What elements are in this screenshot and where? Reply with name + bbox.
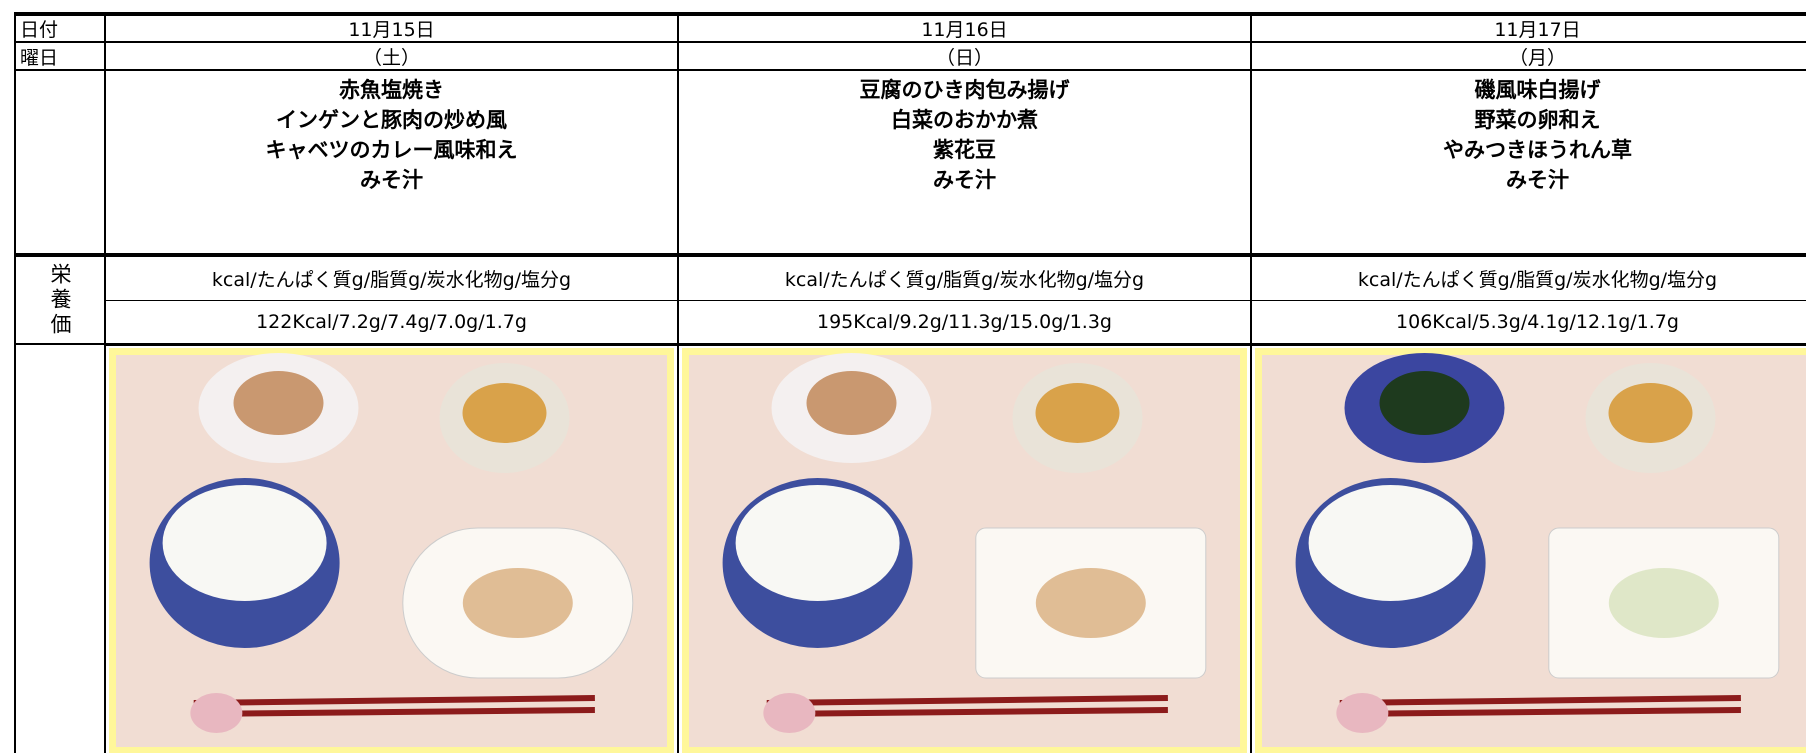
menu-item: インゲンと豚肉の炒め風 [276,108,507,132]
side-food [806,371,897,435]
photo-cell [677,343,1250,753]
nutrition-values: 122Kcal/7.2g/7.4g/7.0g/1.7g [104,300,677,343]
date: 11月17日 [1250,12,1806,41]
label-nutrition: 栄養価 [14,253,104,343]
rice [735,485,900,601]
main-food [1608,568,1719,638]
chopstick-rest [763,693,816,733]
chopstick-rest [190,693,243,733]
menu-item: 白菜のおかか煮 [891,108,1038,132]
chopsticks [1339,707,1741,717]
date: 11月15日 [104,12,677,41]
label-weekday: 曜日 [14,41,104,69]
menu-item: みそ汁 [360,168,423,192]
label-menu [14,69,104,253]
rice [162,485,327,601]
chopstick-rest [1336,693,1389,733]
rice [1308,485,1473,601]
photo-cell [104,343,677,753]
main-food [1035,568,1146,638]
menu-item: 豆腐のひき肉包み揚げ [859,78,1070,102]
weekday: （月） [1250,41,1806,69]
menu-item: 磯風味白揚げ [1474,78,1601,102]
small-food [1608,383,1693,443]
chopsticks [193,695,595,706]
menu: 磯風味白揚げ 野菜の卵和えやみつきほうれん草 みそ汁 [1250,69,1806,253]
date: 11月16日 [677,12,1250,41]
menu: 赤魚塩焼きインゲンと豚肉の炒め風 キャベツのカレー風味和え みそ汁 [104,69,677,253]
label-date: 日付 [14,12,104,41]
chopsticks [766,695,1168,706]
menu-item: 野菜の卵和え [1474,108,1601,132]
chopsticks [193,707,595,717]
nutrition-header: kcal/たんぱく質g/脂質g/炭水化物g/塩分g [104,253,677,300]
small-food [1035,383,1120,443]
meal-photo [1255,348,1806,753]
menu: 豆腐のひき肉包み揚げ 白菜のおかか煮 紫花豆みそ汁 [677,69,1250,253]
main-food [462,568,573,638]
meal-photo [682,348,1247,753]
meal-photo [109,348,674,753]
nutrition-values: 195Kcal/9.2g/11.3g/15.0g/1.3g [677,300,1250,343]
nutrition-header: kcal/たんぱく質g/脂質g/炭水化物g/塩分g [1250,253,1806,300]
photo-cell [1250,343,1806,753]
weekday: （日） [677,41,1250,69]
side-food [233,371,324,435]
chopsticks [766,707,1168,717]
nutrition-values: 106Kcal/5.3g/4.1g/12.1g/1.7g [1250,300,1806,343]
menu-item: 紫花豆 [933,138,996,162]
side-food [1379,371,1470,435]
menu-item: キャベツのカレー風味和え [265,138,518,162]
menu-item: みそ汁 [1506,168,1569,192]
label-photo [14,343,104,753]
menu-item: みそ汁 [933,168,996,192]
nutrition-header: kcal/たんぱく質g/脂質g/炭水化物g/塩分g [677,253,1250,300]
weekday: （土） [104,41,677,69]
small-food [462,383,547,443]
menu-item: 赤魚塩焼き [339,78,444,102]
chopsticks [1339,695,1741,706]
menu-item: やみつきほうれん草 [1443,138,1632,162]
